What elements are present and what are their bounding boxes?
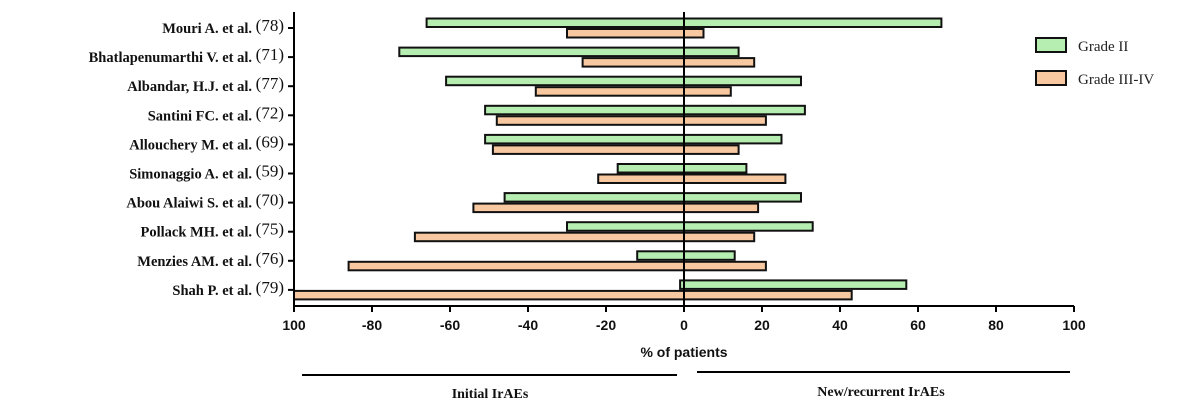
study-ref: (70) [256,191,284,210]
study-label: Simonaggio A. et al. (59) [129,162,284,183]
bar-grade-iii-iv-new-recurrent [683,173,787,184]
bar-grade-iii-iv-initial [413,231,685,243]
x-tick-label: 20 [754,317,770,333]
x-axis-title: % of patients [640,344,727,360]
bar-grade-iii-iv-new-recurrent [683,231,756,243]
bar-grade-iii-iv-initial [566,28,685,39]
x-ticks: 100 -80 -60 -40 -20 0 20 40 60 80 100 [282,306,1086,333]
x-tick-label: 60 [910,317,926,333]
section-label-new-recurrent: New/recurrent IrAEs [817,385,945,400]
legend-label: Grade III-IV [1078,72,1154,88]
study-label: Abou Alaiwi S. et al. (70) [126,191,284,212]
bar-grade-iii-iv-initial [347,260,685,272]
study-name: Albandar, H.J. et al. [127,79,255,95]
bar-grade-ii-initial [566,221,685,232]
bar-grade-ii-new-recurrent [683,104,806,116]
study-label: Pollack MH. et al. (75) [141,220,285,241]
bar-grade-iii-iv-new-recurrent [683,115,767,126]
bar-grade-ii-new-recurrent [683,250,736,261]
bar-grade-iii-iv-new-recurrent [683,289,853,301]
study-label: Menzies AM. et al. (76) [137,249,284,270]
legend-swatch [1035,37,1067,53]
x-tick-label: -60 [440,317,460,333]
study-ref: (77) [256,74,284,93]
x-tick-label: 100 [282,317,306,333]
bar-grade-ii-new-recurrent [683,221,814,232]
bar-grade-ii-initial [636,250,686,261]
bar-grade-ii-initial [445,75,685,87]
study-ref: (79) [256,278,284,297]
study-name: Bhatlapenumarthi V. et al. [89,50,256,66]
bar-grade-iii-iv-new-recurrent [683,144,740,155]
bar-grade-ii-new-recurrent [683,46,740,58]
study-ref: (72) [256,103,284,122]
study-label: Bhatlapenumarthi V. et al. (71) [89,45,284,66]
study-label: Santini FC. et al. (72) [148,103,284,124]
bar-grade-ii-initial [616,163,686,174]
bar-grade-iii-iv-initial [597,173,686,184]
x-tick-label: 0 [680,317,688,333]
y-ticks [288,27,294,291]
bar-grade-ii-initial [425,17,685,28]
x-tick-label: -20 [596,317,616,333]
bar-grade-ii-initial [398,46,685,58]
study-label: Shah P. et al. (79) [172,278,284,299]
study-name: Santini FC. et al. [148,108,256,124]
study-ref: (76) [256,249,284,268]
x-tick-label: -40 [518,317,538,333]
bar-grade-iii-iv-initial [472,202,685,214]
bar-grade-iii-iv-new-recurrent [683,202,760,214]
bar-grade-ii-initial [484,104,685,116]
bar-grade-iii-iv-new-recurrent [683,57,756,68]
legend-label: Grade II [1078,39,1128,55]
study-name: Abou Alaiwi S. et al. [126,196,255,212]
legend: Grade II Grade III-IV [1035,37,1154,88]
bar-grade-iii-iv-new-recurrent [683,28,705,39]
study-name: Allouchery M. et al. [129,137,255,153]
bar-grade-iii-iv-new-recurrent [683,86,732,97]
study-label: Albandar, H.J. et al. (77) [127,74,284,95]
study-name: Shah P. et al. [172,283,255,299]
study-name: Menzies AM. et al. [137,254,255,270]
bar-grade-iii-iv-initial [534,86,685,97]
bar-grade-iii-iv-initial [495,115,685,126]
study-name: Pollack MH. et al. [141,225,256,241]
study-label: Allouchery M. et al. (69) [129,132,284,153]
bar-grade-ii-initial [484,133,685,145]
study-ref: (59) [256,162,284,181]
bar-grade-ii-new-recurrent [683,163,748,174]
study-ref: (75) [256,220,284,239]
bar-grade-ii-new-recurrent [683,75,802,87]
study-ref: (69) [256,132,284,151]
x-tick-label: -80 [362,317,382,333]
x-tick-label: 80 [988,317,1004,333]
bar-grade-ii-new-recurrent [683,17,943,28]
x-tick-label: 100 [1062,317,1086,333]
legend-swatch [1035,70,1067,86]
bar-grade-ii-new-recurrent [683,192,802,203]
study-name: Simonaggio A. et al. [129,167,255,183]
section-label-initial: Initial IrAEs [452,387,529,402]
bar-grade-ii-initial [503,192,685,203]
bar-grade-ii-new-recurrent [683,279,908,290]
bar-grade-ii-new-recurrent [683,133,783,145]
study-ref: (78) [256,16,284,35]
bar-grade-iii-iv-initial [491,144,685,155]
bar-grade-iii-iv-initial [293,289,685,301]
x-tick-label: 40 [832,317,848,333]
study-label: Mouri A. et al. (78) [162,16,284,37]
bar-grade-iii-iv-new-recurrent [683,260,767,272]
bar-grade-iii-iv-initial [581,57,685,68]
bars [293,17,943,301]
study-labels: Mouri A. et al. (78)Bhatlapenumarthi V. … [89,16,284,299]
study-name: Mouri A. et al. [162,21,255,37]
study-ref: (71) [256,45,284,64]
